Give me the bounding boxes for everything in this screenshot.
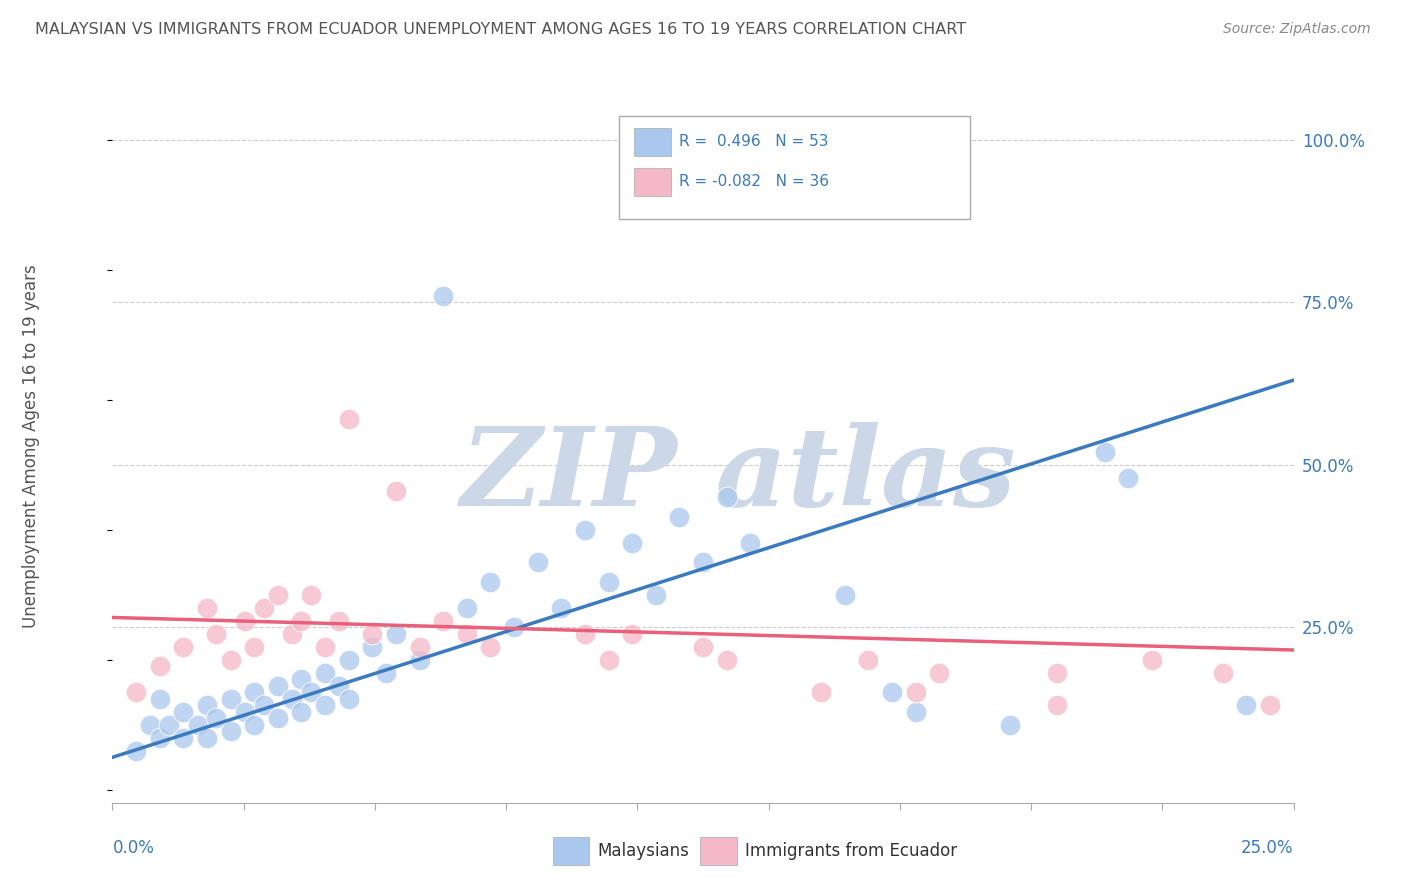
Point [290, 705, 312, 719]
Point [149, 659, 172, 673]
Text: Unemployment Among Ages 16 to 19 years: Unemployment Among Ages 16 to 19 years [22, 264, 39, 628]
Point [408, 653, 430, 667]
Point [904, 685, 927, 699]
Point [233, 614, 256, 628]
Point [479, 640, 502, 654]
Point [1212, 665, 1234, 680]
Point [432, 288, 454, 302]
Point [149, 731, 172, 745]
Point [172, 731, 194, 745]
Point [281, 691, 304, 706]
Point [598, 653, 620, 667]
Point [337, 691, 360, 706]
Point [205, 711, 228, 725]
Point [858, 653, 880, 667]
Point [692, 555, 714, 569]
Point [1258, 698, 1281, 713]
Point [408, 640, 430, 654]
Point [385, 483, 408, 498]
Text: Source: ZipAtlas.com: Source: ZipAtlas.com [1223, 22, 1371, 37]
Point [1234, 698, 1257, 713]
Point [186, 718, 208, 732]
Point [716, 490, 738, 504]
Point [904, 705, 927, 719]
Point [740, 535, 762, 549]
Point [219, 653, 242, 667]
Point [668, 509, 690, 524]
Point [385, 626, 408, 640]
Point [598, 574, 620, 589]
Point [479, 574, 502, 589]
Point [526, 555, 548, 569]
Point [172, 705, 194, 719]
Point [172, 640, 194, 654]
Point [834, 588, 856, 602]
Point [456, 626, 478, 640]
Point [337, 653, 360, 667]
Point [328, 614, 350, 628]
Point [290, 614, 312, 628]
Point [375, 665, 398, 680]
Point [314, 665, 336, 680]
Point [550, 600, 572, 615]
Text: R =  0.496   N = 53: R = 0.496 N = 53 [679, 135, 828, 149]
Point [281, 626, 304, 640]
Point [621, 626, 644, 640]
Point [267, 711, 290, 725]
Point [328, 679, 350, 693]
Point [692, 640, 714, 654]
Point [810, 685, 832, 699]
Point [267, 588, 290, 602]
Text: 0.0%: 0.0% [112, 838, 155, 856]
Point [1140, 653, 1163, 667]
Point [432, 614, 454, 628]
Point [928, 665, 950, 680]
Point [195, 698, 218, 713]
Point [219, 691, 242, 706]
Point [253, 698, 276, 713]
Point [998, 718, 1021, 732]
Point [337, 412, 360, 426]
Point [716, 653, 738, 667]
Point [644, 588, 666, 602]
Point [1046, 698, 1069, 713]
Point [1046, 665, 1069, 680]
Point [243, 640, 266, 654]
Point [574, 626, 596, 640]
Point [125, 744, 148, 758]
Point [299, 588, 322, 602]
Point [157, 718, 180, 732]
Text: 25.0%: 25.0% [1241, 838, 1294, 856]
Point [243, 685, 266, 699]
Point [361, 640, 384, 654]
Point [1094, 444, 1116, 458]
Point [621, 535, 644, 549]
Point [880, 685, 903, 699]
Point [1116, 471, 1139, 485]
Point [125, 685, 148, 699]
Point [314, 640, 336, 654]
Point [219, 724, 242, 739]
Point [574, 523, 596, 537]
Point [456, 600, 478, 615]
Point [299, 685, 322, 699]
Point [149, 691, 172, 706]
Text: R = -0.082   N = 36: R = -0.082 N = 36 [679, 174, 830, 188]
Text: Malaysians: Malaysians [598, 842, 689, 860]
Point [243, 718, 266, 732]
Point [361, 626, 384, 640]
Point [267, 679, 290, 693]
Text: ZIP atlas: ZIP atlas [461, 422, 1017, 530]
Point [195, 600, 218, 615]
Text: MALAYSIAN VS IMMIGRANTS FROM ECUADOR UNEMPLOYMENT AMONG AGES 16 TO 19 YEARS CORR: MALAYSIAN VS IMMIGRANTS FROM ECUADOR UNE… [35, 22, 966, 37]
Point [314, 698, 336, 713]
Point [253, 600, 276, 615]
Point [195, 731, 218, 745]
Point [233, 705, 256, 719]
Point [290, 672, 312, 686]
Text: Immigrants from Ecuador: Immigrants from Ecuador [745, 842, 957, 860]
Point [139, 718, 162, 732]
Point [205, 626, 228, 640]
Point [503, 620, 526, 634]
